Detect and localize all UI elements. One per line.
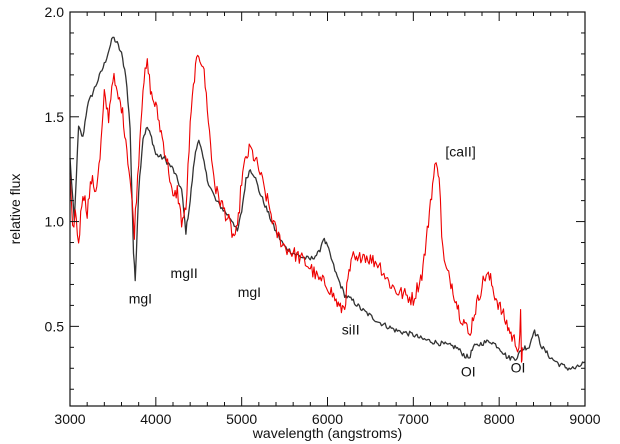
- y-tick-label: 2.0: [45, 4, 65, 20]
- x-tick-label: 8000: [484, 411, 515, 427]
- annotation-label: OI: [461, 364, 476, 380]
- x-tick-label: 9000: [569, 411, 600, 427]
- plot-frame: [69, 11, 586, 407]
- annotation-label: mgI: [238, 284, 261, 300]
- y-tick-label: 1.0: [45, 214, 65, 230]
- x-tick-label: 7000: [398, 411, 429, 427]
- y-axis-label: relative flux: [7, 174, 23, 245]
- annotation-label: mgI: [129, 290, 152, 306]
- x-tick-label: 6000: [312, 411, 343, 427]
- series-line-red: [69, 54, 523, 363]
- series-layer: [69, 36, 586, 371]
- y-tick-label: 1.5: [45, 109, 65, 125]
- annotation-label: [caII]: [445, 144, 475, 160]
- x-tick-label: 3000: [54, 411, 85, 427]
- annotation-label: siII: [342, 322, 360, 338]
- series-line-black: [69, 36, 586, 371]
- annotation-layer: mgI mgII mgI siII [caII] OI OI: [129, 144, 526, 380]
- annotation-label: OI: [511, 359, 526, 375]
- x-tick-label: 5000: [226, 411, 257, 427]
- x-axis-label: wavelength (angstroms): [252, 425, 402, 441]
- y-tick-label: 0.5: [45, 318, 65, 334]
- annotation-label: mgII: [171, 265, 198, 281]
- tick-layer: 3000 4000 5000 6000 7000 8000 9000 0.5 1.0 1.5 2.0: [45, 4, 601, 427]
- x-tick-label: 4000: [140, 411, 171, 427]
